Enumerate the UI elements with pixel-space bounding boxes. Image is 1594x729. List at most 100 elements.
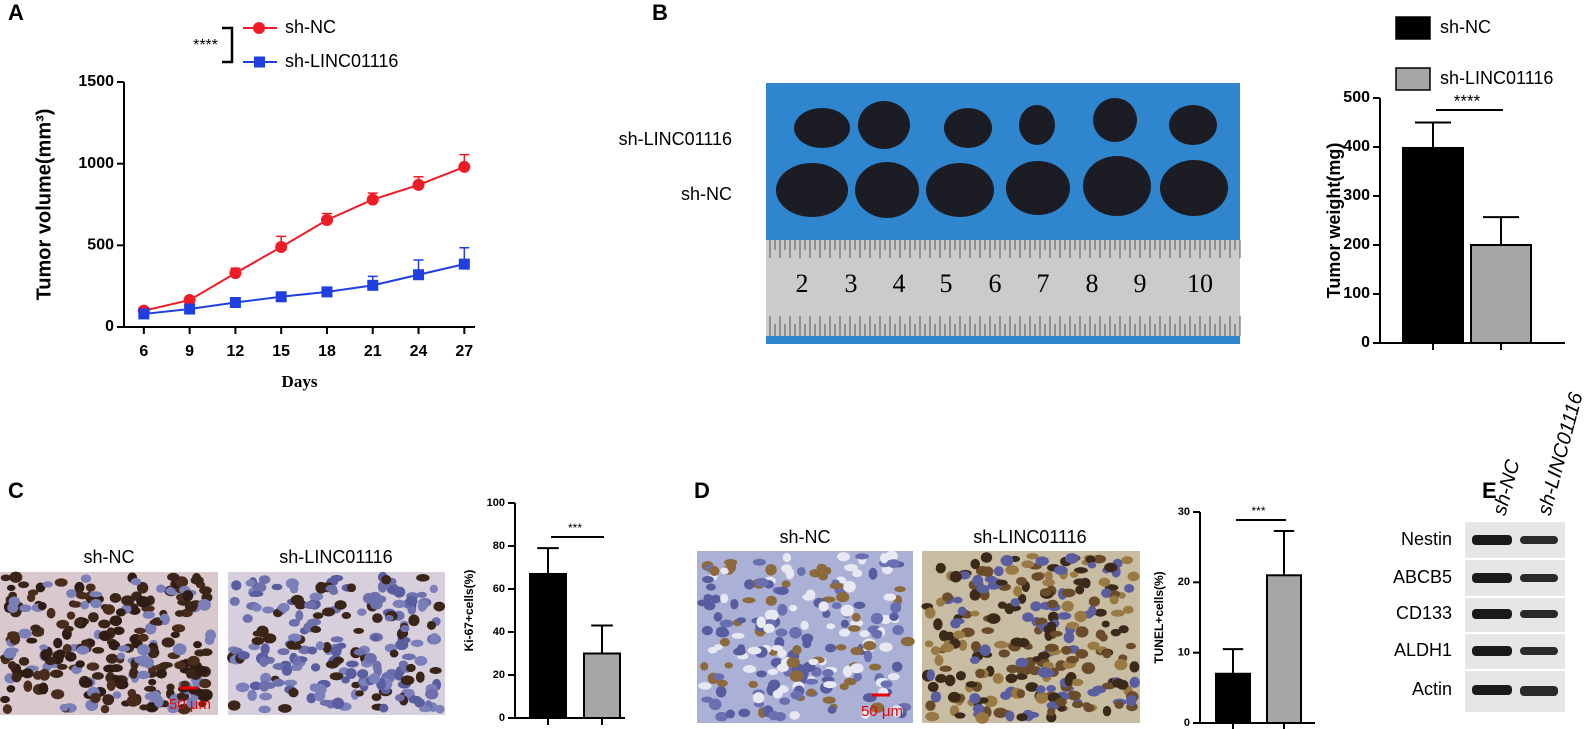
cell	[137, 670, 151, 680]
cell	[278, 703, 292, 713]
bar	[1215, 672, 1251, 724]
cell	[825, 643, 837, 653]
cell	[371, 693, 382, 702]
cell	[368, 673, 381, 684]
cell	[39, 644, 48, 651]
cell	[295, 610, 304, 622]
cell	[978, 697, 989, 704]
photo-title: sh-NC	[779, 527, 830, 547]
cell	[2, 704, 13, 715]
cell	[1098, 577, 1111, 587]
photo-row-label: sh-NC	[681, 184, 732, 204]
tumor	[858, 101, 910, 149]
cell	[86, 662, 100, 671]
cell	[818, 572, 828, 581]
cell	[315, 581, 328, 594]
y-tick-label: 1000	[78, 155, 114, 172]
cell	[823, 680, 837, 689]
cell	[712, 673, 725, 681]
cell	[715, 626, 729, 636]
cell	[401, 653, 416, 661]
cell	[18, 628, 32, 639]
cell	[40, 649, 51, 661]
cell	[827, 706, 837, 714]
tumor	[926, 163, 994, 217]
cell	[80, 600, 89, 610]
cell	[341, 676, 350, 684]
cell	[258, 575, 271, 585]
cell	[259, 692, 273, 701]
cell	[925, 711, 940, 722]
cell	[371, 634, 380, 641]
legend-label: sh-LINC01116	[1440, 68, 1553, 88]
blot-band	[1472, 573, 1512, 583]
y-tick-label: 400	[1343, 138, 1370, 155]
y-tick-label: 0	[105, 318, 114, 335]
cell	[116, 652, 126, 660]
cell	[1088, 596, 1100, 607]
cell	[889, 612, 899, 621]
x-tick-label: 6	[139, 343, 148, 360]
cell	[782, 552, 792, 563]
cell	[126, 695, 140, 707]
cell	[822, 669, 834, 678]
cell	[994, 640, 1008, 649]
ruler-label: 5	[940, 269, 953, 298]
cell	[109, 593, 122, 603]
cell	[993, 566, 1004, 577]
ruler-label: 4	[893, 269, 906, 298]
cell	[1032, 656, 1042, 663]
cell	[433, 601, 446, 612]
protein-label: Nestin	[1401, 529, 1452, 549]
cell	[259, 680, 270, 692]
cell	[1035, 556, 1049, 567]
cell	[980, 552, 993, 563]
cell	[136, 581, 149, 594]
cell	[281, 664, 293, 676]
cell	[715, 685, 727, 698]
cell	[1026, 553, 1039, 560]
cell	[21, 668, 34, 679]
cell	[885, 550, 898, 562]
cell	[398, 660, 408, 668]
cell	[1118, 625, 1129, 634]
cell	[307, 618, 322, 626]
cell	[27, 589, 39, 596]
panel-label: B	[652, 0, 668, 25]
cell	[829, 582, 844, 590]
cell	[1122, 605, 1134, 614]
cell	[426, 620, 437, 630]
cell	[345, 668, 357, 679]
cell	[167, 703, 179, 714]
cell	[1063, 631, 1075, 644]
cell	[127, 688, 137, 698]
tumor	[794, 108, 850, 148]
marker	[367, 279, 379, 291]
cell	[76, 592, 90, 600]
cell	[7, 661, 17, 670]
cell	[940, 642, 954, 653]
cell	[148, 678, 157, 686]
cell	[184, 601, 198, 613]
cell	[6, 685, 16, 693]
cell	[155, 668, 167, 679]
tumor	[1169, 105, 1217, 145]
panel-label: A	[8, 0, 24, 25]
x-tick-label: 15	[272, 343, 290, 360]
cell	[242, 614, 253, 623]
cell	[702, 576, 714, 584]
bar	[1402, 146, 1464, 344]
cell	[720, 593, 729, 604]
cell	[357, 669, 369, 679]
y-tick-label: 60	[493, 583, 505, 595]
cell	[384, 614, 394, 622]
cell	[698, 682, 712, 690]
cell	[1124, 583, 1135, 593]
ruler-label: 9	[1134, 269, 1147, 298]
cell	[54, 578, 68, 587]
tumor	[1093, 98, 1137, 142]
cell	[1046, 684, 1056, 693]
cell	[1109, 595, 1119, 605]
cell	[1121, 556, 1134, 565]
cell	[190, 575, 204, 585]
